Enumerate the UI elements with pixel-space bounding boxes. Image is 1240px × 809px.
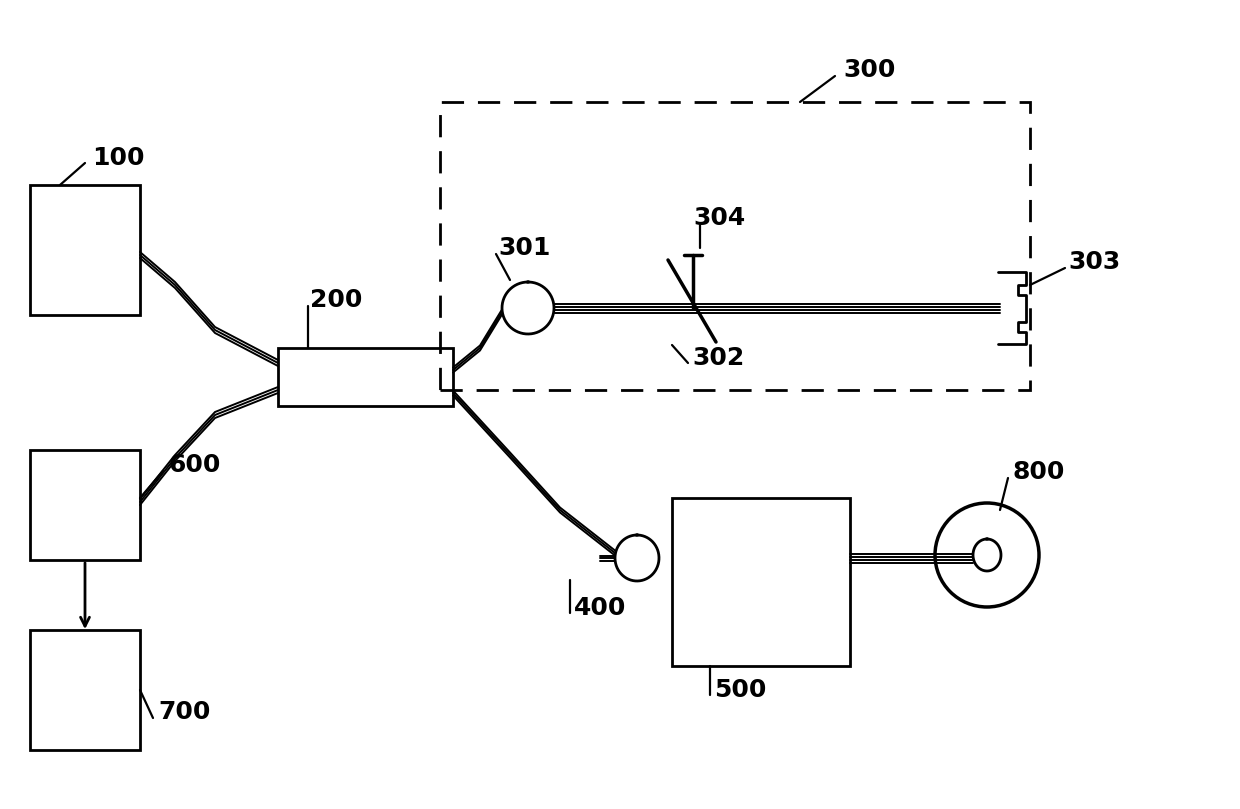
Bar bbox=[30, 185, 140, 315]
Text: 200: 200 bbox=[310, 288, 362, 312]
Bar bbox=[278, 348, 453, 406]
Text: 304: 304 bbox=[693, 206, 745, 230]
Text: 400: 400 bbox=[574, 596, 626, 620]
Polygon shape bbox=[502, 282, 554, 334]
Polygon shape bbox=[973, 539, 1001, 571]
Text: 700: 700 bbox=[157, 700, 211, 724]
Polygon shape bbox=[615, 535, 658, 581]
Text: 303: 303 bbox=[1068, 250, 1120, 274]
Text: 301: 301 bbox=[498, 236, 551, 260]
Bar bbox=[672, 498, 849, 666]
Text: 500: 500 bbox=[714, 678, 766, 702]
Text: 300: 300 bbox=[843, 58, 895, 82]
Text: 302: 302 bbox=[692, 346, 744, 370]
Bar bbox=[30, 630, 140, 750]
Bar bbox=[440, 102, 1030, 390]
Bar bbox=[30, 450, 140, 560]
Text: 600: 600 bbox=[167, 453, 221, 477]
Text: 800: 800 bbox=[1012, 460, 1064, 484]
Text: 100: 100 bbox=[92, 146, 145, 170]
